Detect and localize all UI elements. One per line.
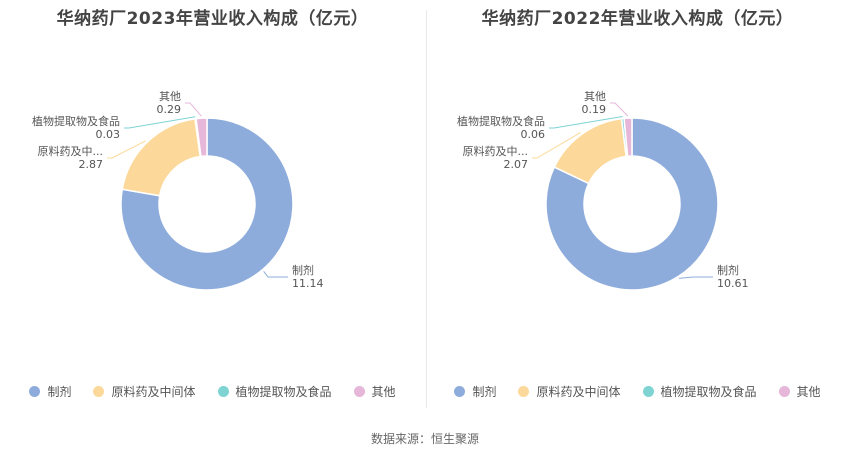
legend-swatch: [353, 386, 365, 397]
slice-label-value: 0.19: [582, 103, 607, 116]
slice-其他[interactable]: [623, 117, 633, 158]
legend-swatch: [93, 386, 105, 397]
legend-label: 植物提取物及食品: [235, 385, 332, 399]
legend-swatch: [217, 386, 229, 397]
slice-label-name: 其他: [584, 90, 606, 103]
panel-divider: [426, 10, 427, 408]
slice-label-value: 2.87: [79, 158, 104, 171]
data-source: 数据来源：恒生聚源: [370, 432, 479, 446]
legend-item[interactable]: 植物提取物及食品: [642, 383, 757, 400]
slice-label-value: 11.14: [292, 277, 324, 290]
legend-item[interactable]: 原料药及中间体: [93, 383, 196, 400]
legend-label: 制剂: [472, 385, 497, 399]
legend-label: 制剂: [47, 385, 72, 399]
leader-line-原料药及中间体: [107, 140, 146, 159]
leader-line-植物提取物及食品: [124, 116, 196, 129]
legend-swatch: [454, 386, 466, 397]
slice-label-name: 原料药及中...: [463, 144, 529, 158]
legend-label: 植物提取物及食品: [660, 385, 757, 399]
slice-label-name: 植物提取物及食品: [32, 114, 120, 128]
leader-line-其他: [185, 102, 202, 117]
leader-line-制剂: [263, 271, 288, 278]
leader-line-原料药及中间体: [532, 132, 581, 159]
slice-label-value: 0.03: [96, 128, 121, 141]
slice-制剂[interactable]: [120, 117, 294, 291]
legend: 制剂 原料药及中间体 植物提取物及食品 其他: [0, 383, 425, 400]
leader-line-制剂: [678, 276, 713, 279]
chart-title: 华纳药厂2022年营业收入构成（亿元）: [481, 9, 794, 29]
leader-line-植物提取物及食品: [549, 116, 623, 129]
slice-label-value: 0.06: [521, 128, 546, 141]
legend-item[interactable]: 制剂: [29, 383, 71, 400]
slice-label-name: 其他: [159, 90, 181, 103]
slice-label-name: 原料药及中...: [38, 144, 104, 158]
slice-原料药及中间体[interactable]: [121, 117, 202, 197]
slice-label-value: 2.07: [504, 158, 529, 171]
slice-其他[interactable]: [195, 117, 208, 158]
chart-panel-2022: 华纳药厂2022年营业收入构成（亿元） 制剂 10.61 原料药及中... 2.07 植…: [425, 0, 850, 415]
slice-label-name: 植物提取物及食品: [457, 114, 545, 128]
leader-line-其他: [610, 102, 629, 117]
slice-label-value: 10.61: [717, 277, 749, 290]
slice-label-name: 制剂: [717, 263, 739, 277]
legend-label: 其他: [371, 385, 396, 399]
legend-item[interactable]: 其他: [353, 383, 396, 400]
slice-label-value: 0.29: [157, 103, 182, 116]
legend-label: 其他: [796, 385, 821, 399]
legend-swatch: [642, 386, 654, 397]
legend-label: 原料药及中间体: [111, 385, 196, 399]
slice-label-name: 制剂: [292, 263, 314, 277]
legend-swatch: [518, 386, 530, 397]
legend-swatch: [29, 386, 41, 397]
legend-item[interactable]: 原料药及中间体: [518, 383, 621, 400]
legend-item[interactable]: 植物提取物及食品: [217, 383, 332, 400]
chart-panel-2023: 华纳药厂2023年营业收入构成（亿元） 制剂 11.14 原料药及中... 2.87 植…: [0, 0, 425, 415]
legend: 制剂 原料药及中间体 植物提取物及食品 其他: [425, 383, 850, 400]
slice-制剂[interactable]: [545, 117, 719, 291]
legend-item[interactable]: 其他: [778, 383, 821, 400]
legend-swatch: [778, 386, 790, 397]
legend-label: 原料药及中间体: [536, 385, 621, 399]
legend-item[interactable]: 制剂: [454, 383, 496, 400]
chart-title: 华纳药厂2023年营业收入构成（亿元）: [56, 9, 369, 29]
